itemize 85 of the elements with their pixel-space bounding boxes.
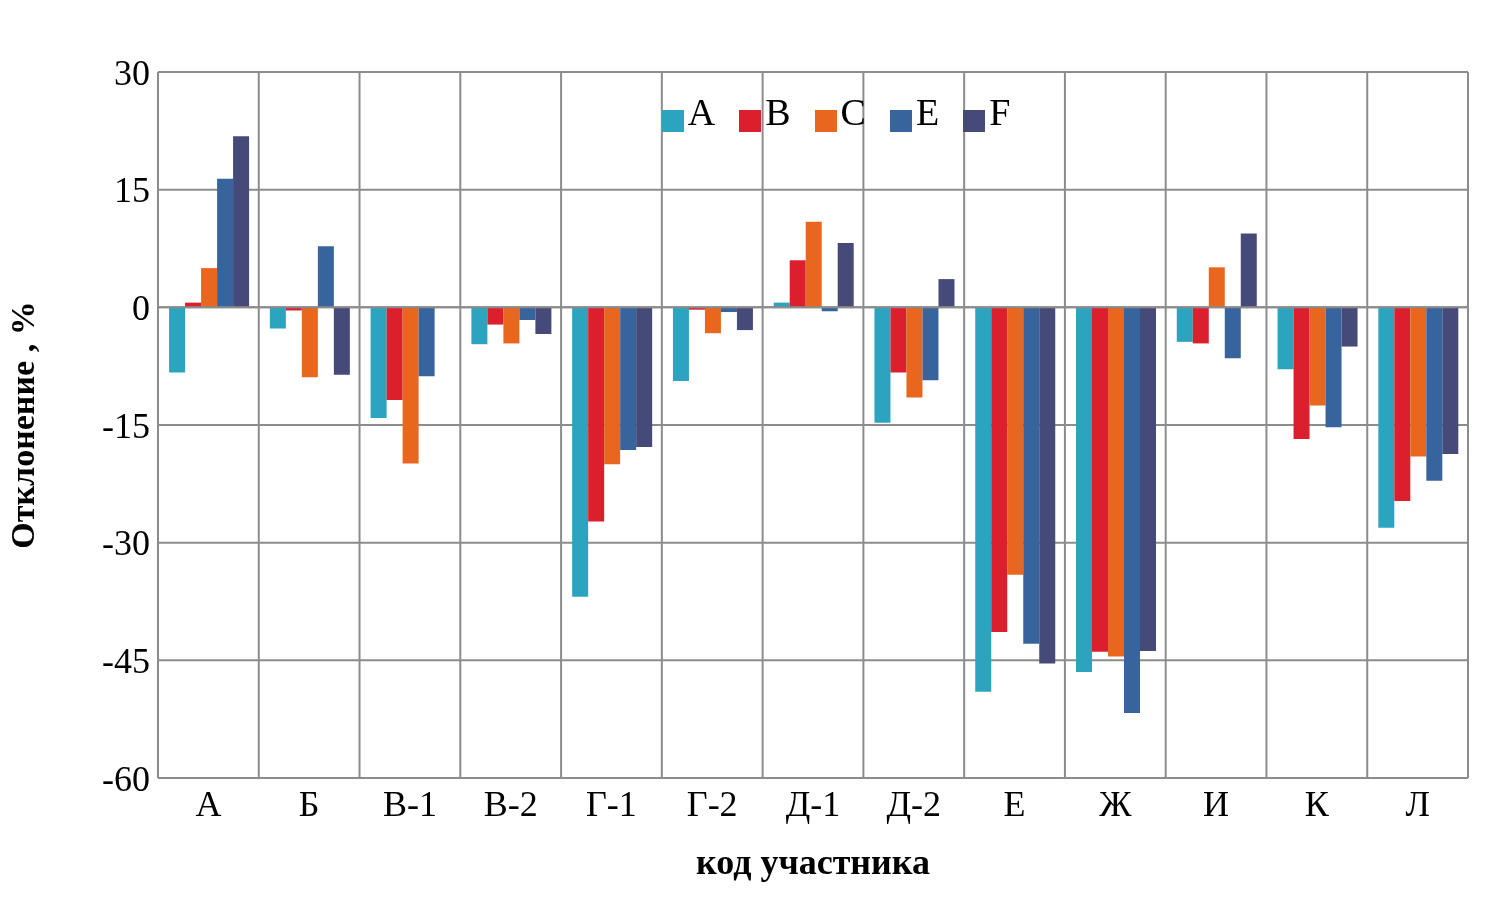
bar [736, 307, 753, 331]
bar [471, 307, 488, 345]
bar [1325, 307, 1342, 428]
bar [704, 307, 721, 334]
bar [620, 307, 637, 451]
bar [890, 307, 907, 373]
bar [1208, 267, 1225, 308]
bar [1224, 307, 1241, 359]
y-tick-label: 30 [114, 52, 150, 93]
x-tick-label: Л [1405, 784, 1430, 824]
bar [269, 307, 286, 329]
bar [1277, 307, 1294, 370]
bar [1240, 233, 1257, 308]
bar [1426, 307, 1443, 481]
bar [1076, 307, 1093, 673]
bar [805, 221, 822, 308]
bar [217, 178, 234, 308]
x-tick-label: И [1203, 784, 1230, 824]
y-tick-label: -45 [102, 641, 150, 682]
x-tick-label: К [1304, 784, 1330, 824]
bar [837, 243, 854, 308]
bar [169, 307, 186, 373]
bar [386, 307, 403, 400]
bar [1192, 307, 1209, 344]
bar [370, 307, 387, 418]
bar [938, 279, 955, 308]
bar [1378, 307, 1395, 528]
y-tick-label: -15 [102, 405, 150, 446]
x-tick-label: Ж [1099, 784, 1133, 824]
bar [1023, 307, 1040, 644]
y-axis-title: Отклонение , % [4, 301, 42, 549]
bar [1394, 307, 1411, 502]
bar [1108, 307, 1125, 657]
legend-label: E [915, 91, 940, 133]
x-axis-title: код участника [695, 842, 931, 882]
legend-label: C [840, 91, 866, 133]
y-tick-label: -60 [102, 758, 150, 799]
bar [572, 307, 589, 597]
bar [789, 260, 806, 308]
bar [588, 307, 605, 522]
x-tick-label: В-2 [483, 784, 538, 824]
bar [317, 246, 334, 308]
bar [1039, 307, 1056, 664]
bar [1124, 307, 1141, 713]
bar [975, 307, 992, 692]
legend-label: B [765, 91, 791, 133]
x-tick-label: Б [298, 784, 320, 824]
y-tick-label: 0 [132, 288, 150, 329]
x-tick-label: А [195, 784, 222, 824]
bar [418, 307, 435, 377]
bar [1140, 307, 1157, 651]
bar [1176, 307, 1193, 342]
bar [233, 136, 250, 308]
x-tick-label: Д-1 [785, 784, 841, 824]
bar [1341, 307, 1358, 347]
bar [991, 307, 1008, 633]
bar [1309, 307, 1326, 406]
bar [487, 307, 504, 325]
x-tick-label: В-1 [382, 784, 437, 824]
y-tick-label: -30 [102, 523, 150, 564]
bar [1293, 307, 1310, 440]
bar [672, 307, 689, 382]
bar [1007, 307, 1024, 575]
bar [1092, 307, 1109, 652]
bar [301, 307, 318, 378]
bar [906, 307, 923, 398]
bar [402, 307, 419, 464]
bar [636, 307, 653, 447]
x-tick-label: Г-1 [586, 784, 637, 824]
bar [535, 307, 552, 334]
bar [333, 307, 350, 375]
bar [1410, 307, 1427, 457]
bar [604, 307, 621, 465]
y-tick-label: 15 [114, 170, 150, 211]
bar [201, 268, 218, 308]
legend-label: F [989, 91, 1011, 133]
x-tick-label: Е [1003, 784, 1026, 824]
bar [519, 307, 536, 320]
bar [922, 307, 939, 381]
x-tick-label: Г-2 [686, 784, 738, 824]
bar [1442, 307, 1459, 455]
legend-label: A [687, 91, 716, 133]
x-tick-label: Д-2 [886, 784, 942, 824]
bar [503, 307, 520, 344]
bar [874, 307, 891, 423]
